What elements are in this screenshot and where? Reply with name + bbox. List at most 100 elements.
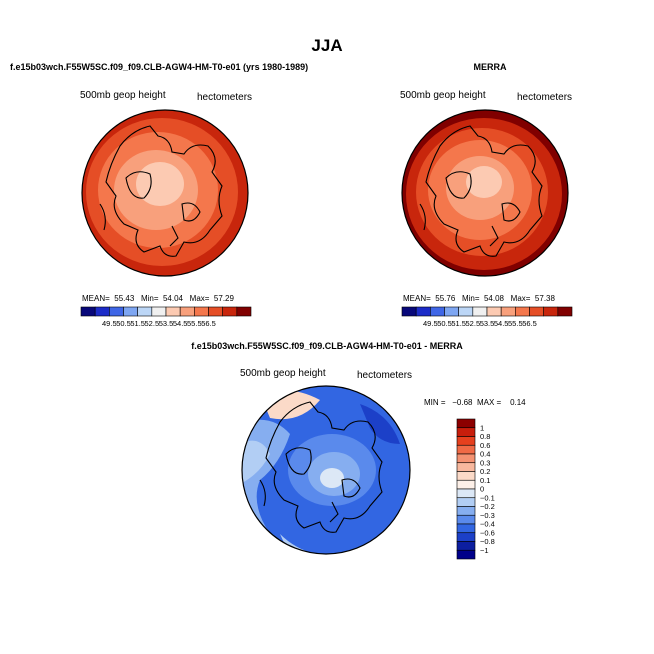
colorbar-box [456,488,476,499]
colorbar-tick-label: 56.5 [522,319,537,328]
colorbar-box [456,541,476,551]
colorbar-tick-label: 1 [480,423,484,432]
diff-max-value: 0.14 [510,398,526,407]
colorbar-box [458,306,474,317]
diff-contour-center [320,468,344,488]
diff-units-label: hectometers [357,370,413,381]
obs-max-value: 57.38 [534,294,555,303]
colorbar-box [486,306,502,317]
diff-contour-strong [360,404,400,444]
colorbar-box [500,306,516,317]
case-stats: MEAN= 55.43 Min= 54.04 Max= 57.29 [82,294,234,303]
obs-units-label: hectometers [517,92,573,103]
colorbar-tick-label: 53.5 [159,319,174,328]
colorbar-box [456,444,476,455]
colorbar-tick-label: 54.5 [173,319,188,328]
colorbar-box [456,549,476,560]
case-panel-title: f.e15b03wch.F55W5SC.f09_f09.CLB-AGW4-HM-… [10,62,309,72]
case-max-label: Max= [189,294,210,303]
obs-contour-1 [466,166,502,198]
diff-contour-west-inner [242,440,270,484]
diff-min-label: MIN = [424,398,446,407]
obs-panel-title: MERRA [473,62,507,72]
colorbar-box [456,479,476,490]
colorbar-tick-label: 52.5 [145,319,160,328]
obs-polar-map [401,109,569,277]
colorbar-tick-label: −0.1 [480,493,495,502]
colorbar-box [543,306,559,317]
diff-variable-label: 500mb geop height [240,368,326,379]
colorbar-tick-label: 53.5 [480,319,495,328]
case-mean-value: 55.43 [114,294,135,303]
page-title: JJA [311,36,343,55]
colorbar-tick-label: 55.5 [187,319,202,328]
colorbar-box [208,306,223,317]
case-coastlines [99,125,223,257]
colorbar-tick-label: 0.8 [480,432,490,441]
case-variable-label: 500mb geop height [80,90,166,101]
obs-max-label: Max= [510,294,531,303]
colorbar-tick-label: 51.5 [451,319,466,328]
colorbar-box [179,306,195,317]
case-max-value: 57.29 [213,294,234,303]
diff-stats: MIN = −0.68 MAX = 0.14 [424,398,526,407]
diff-coastlines [259,401,383,533]
colorbar-tick-label: 49.5 [423,319,438,328]
colorbar-tick-label: 0.1 [480,476,490,485]
colorbar-box [557,306,573,317]
colorbar-box [456,532,476,542]
obs-colorbar: 49.5 50.5 51.5 52.5 53.5 54.5 55.5 56.5 [401,306,573,328]
colorbar-tick-label: 0.6 [480,441,490,450]
colorbar-tick-label: −1 [480,546,489,555]
case-polar-map [81,109,249,277]
colorbar-tick-label: 0.2 [480,467,490,476]
case-contour-1 [136,162,184,206]
colorbar-box [123,306,138,317]
diff-max-label: MAX = [476,398,502,407]
colorbar-box [165,306,181,317]
colorbar-box [456,471,476,481]
obs-min-value: 54.08 [483,294,504,303]
case-min-label: Min= [140,294,159,303]
colorbar-tick-label: −0.2 [480,502,495,511]
colorbar-box [529,306,544,317]
colorbar-box [456,418,476,429]
colorbar-tick-label: 50.5 [116,319,131,328]
colorbar-box [109,306,124,317]
case-min-value: 54.04 [162,294,183,303]
colorbar-tick-label: 0.4 [480,450,490,459]
colorbar-tick-label: 55.5 [508,319,523,328]
diff-colorbar: 10.80.60.40.30.20.10−0.1−0.2−0.3−0.4−0.6… [456,418,495,560]
colorbar-tick-label: −0.8 [480,537,495,546]
colorbar-tick-label: 49.5 [102,319,117,328]
case-colorbar: 49.5 50.5 51.5 52.5 53.5 54.5 55.5 56.5 [80,306,252,328]
colorbar-tick-label: 56.5 [201,319,216,328]
colorbar-box [456,523,476,534]
colorbar-box [151,306,167,317]
colorbar-tick-label: 0 [480,485,484,494]
case-units-label: hectometers [197,92,253,103]
colorbar-box [137,306,153,317]
colorbar-box [456,506,476,516]
obs-coastlines [419,125,543,257]
colorbar-tick-label: 52.5 [466,319,481,328]
obs-mean-label: MEAN= [403,294,431,303]
colorbar-box [456,436,476,446]
colorbar-box [456,462,476,472]
colorbar-tick-label: −0.3 [480,511,495,520]
colorbar-box [456,453,476,464]
colorbar-tick-label: 50.5 [437,319,452,328]
obs-mean-value: 55.76 [435,294,456,303]
obs-stats: MEAN= 55.76 Min= 54.08 Max= 57.38 [403,294,555,303]
colorbar-tick-label: −0.6 [480,528,495,537]
obs-variable-label: 500mb geop height [400,90,486,101]
colorbar-box [472,306,488,317]
colorbar-box [401,306,417,317]
colorbar-box [194,306,209,317]
colorbar-box [456,514,476,525]
colorbar-box [80,306,96,317]
obs-min-label: Min= [461,294,480,303]
colorbar-box [515,306,530,317]
colorbar-tick-label: 51.5 [130,319,145,328]
colorbar-box [94,306,110,317]
